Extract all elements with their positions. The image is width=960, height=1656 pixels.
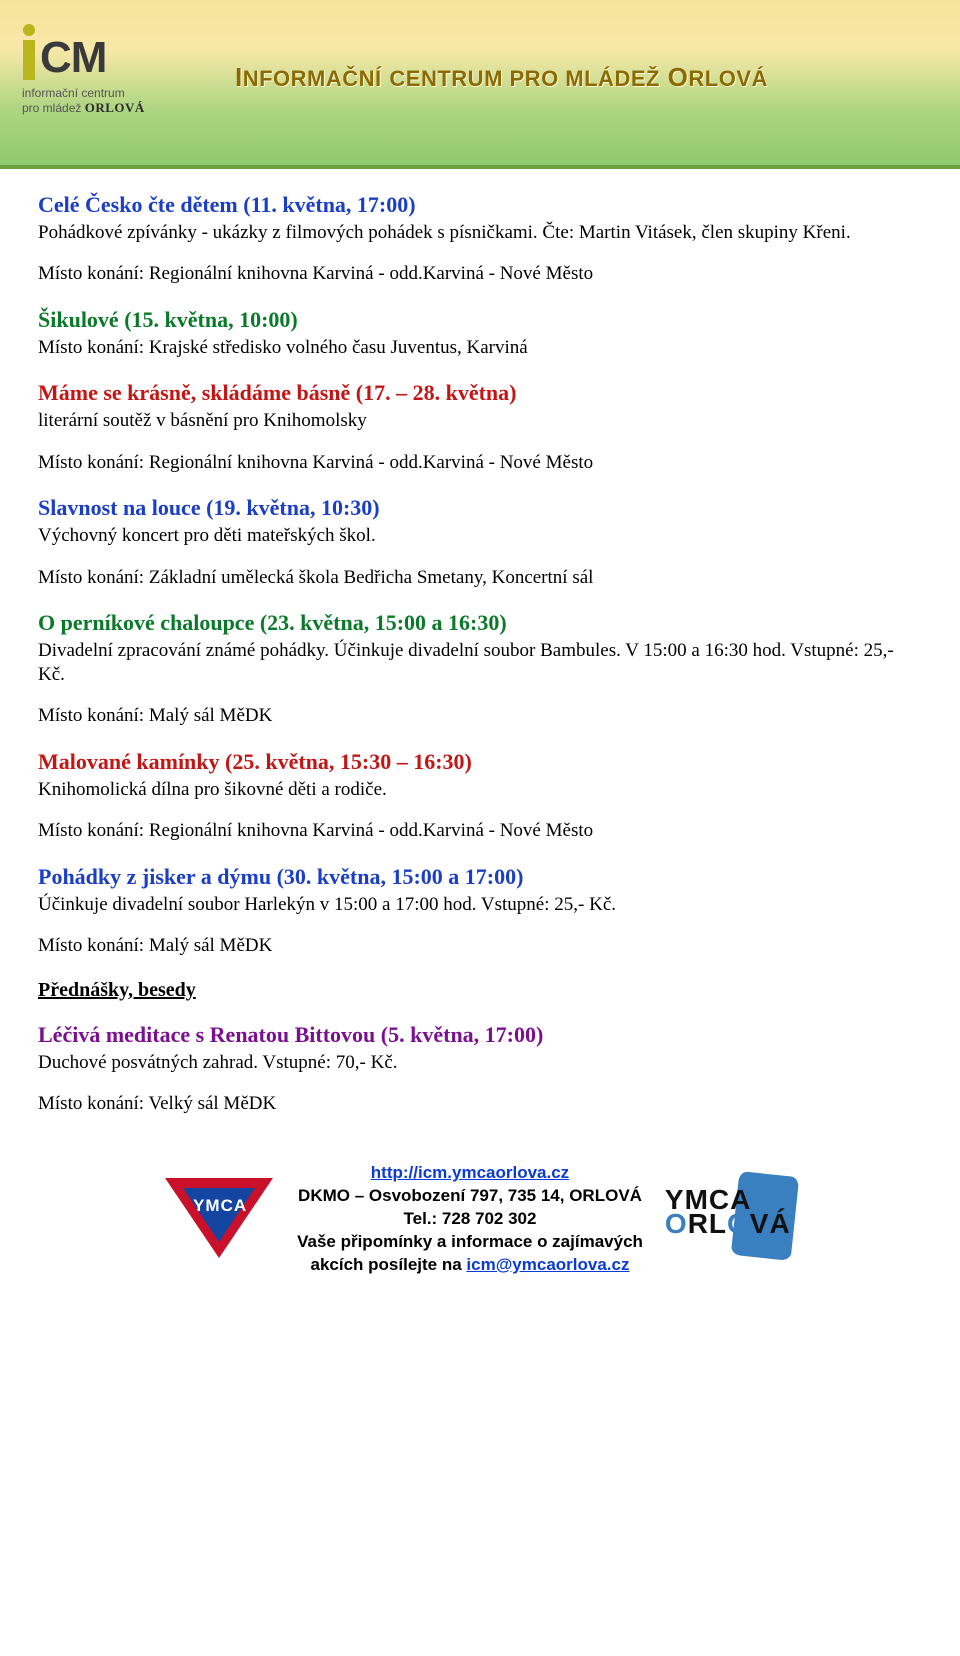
- event-title: Šikulové (15. května, 10:00): [38, 306, 922, 334]
- section-heading-lectures: Přednášky, besedy: [38, 978, 922, 1003]
- event: Máme se krásně, skládáme básně (17. – 28…: [38, 379, 922, 474]
- event-desc: Výchovný koncert pro děti mateřských ško…: [38, 524, 922, 548]
- footer-phone: Tel.: 728 702 302: [404, 1209, 537, 1228]
- document-content: Celé Česko čte dětem (11. května, 17:00)…: [0, 169, 960, 1154]
- logo-sub-line1: informační centrum: [22, 86, 125, 100]
- event-desc: Divadelní zpracování známé pohádky. Účin…: [38, 639, 922, 687]
- event-venue: Místo konání: Krajské středisko volného …: [38, 336, 922, 360]
- event: Malované kamínky (25. května, 15:30 – 16…: [38, 748, 922, 843]
- icm-logo-block: CM informační centrum pro mládež ORLOVÁ: [22, 24, 145, 116]
- event: Celé Česko čte dětem (11. května, 17:00)…: [38, 191, 922, 286]
- lecture-venue: Místo konání: Velký sál MěDK: [38, 1092, 922, 1116]
- ymca-triangle-logo: YMCA: [165, 1178, 275, 1260]
- icm-logo-cm: CM: [40, 36, 106, 80]
- event-title: Pohádky z jisker a dýmu (30. května, 15:…: [38, 863, 922, 891]
- event-venue: Místo konání: Malý sál MěDK: [38, 934, 922, 958]
- event-title: O perníkové chaloupce (23. května, 15:00…: [38, 609, 922, 637]
- lecture-desc: Duchové posvátných zahrad. Vstupné: 70,-…: [38, 1051, 922, 1075]
- event-venue: Místo konání: Malý sál MěDK: [38, 704, 922, 728]
- ymca-right-line2: ORLOVÁ: [665, 1212, 791, 1236]
- footer: YMCA http://icm.ymcaorlova.cz DKMO – Osv…: [0, 1154, 960, 1295]
- event-title: Máme se krásně, skládáme básně (17. – 28…: [38, 379, 922, 407]
- header-banner: CM informační centrum pro mládež ORLOVÁ …: [0, 0, 960, 165]
- logo-sub-orlova: ORLOVÁ: [85, 100, 145, 115]
- event-venue: Místo konání: Regionální knihovna Karvin…: [38, 451, 922, 475]
- event-desc: Účinkuje divadelní soubor Harlekýn v 15:…: [38, 893, 922, 917]
- events-list: Celé Česko čte dětem (11. května, 17:00)…: [38, 191, 922, 958]
- event-title: Malované kamínky (25. května, 15:30 – 16…: [38, 748, 922, 776]
- event-title: Slavnost na louce (19. května, 10:30): [38, 494, 922, 522]
- event: Pohádky z jisker a dýmu (30. května, 15:…: [38, 863, 922, 958]
- icm-logo-subtitle: informační centrum pro mládež ORLOVÁ: [22, 86, 145, 116]
- event-desc: Pohádkové zpívánky - ukázky z filmových …: [38, 221, 922, 245]
- footer-line5-pre: akcích posílejte na: [311, 1255, 467, 1274]
- event: O perníkové chaloupce (23. května, 15:00…: [38, 609, 922, 728]
- event-title: Celé Česko čte dětem (11. května, 17:00): [38, 191, 922, 219]
- footer-line4: Vaše připomínky a informace o zajímavých: [297, 1232, 643, 1251]
- ymca-triangle-text: YMCA: [165, 1196, 275, 1216]
- footer-email-link[interactable]: icm@ymcaorlova.cz: [466, 1255, 629, 1274]
- event-desc: Knihomolická dílna pro šikovné děti a ro…: [38, 778, 922, 802]
- event-desc: literární soutěž v básnění pro Knihomols…: [38, 409, 922, 433]
- footer-address: DKMO – Osvobození 797, 735 14, ORLOVÁ: [298, 1186, 642, 1205]
- lecture-event: Léčivá meditace s Renatou Bittovou (5. k…: [38, 1021, 922, 1116]
- footer-url-link[interactable]: http://icm.ymcaorlova.cz: [371, 1163, 569, 1182]
- event: Šikulové (15. května, 10:00)Místo konání…: [38, 306, 922, 359]
- event-venue: Místo konání: Základní umělecká škola Be…: [38, 566, 922, 590]
- icm-logo-i: [22, 24, 36, 80]
- event-venue: Místo konání: Regionální knihovna Karvin…: [38, 819, 922, 843]
- icm-logo: CM: [22, 24, 106, 80]
- event: Slavnost na louce (19. května, 10:30)Výc…: [38, 494, 922, 589]
- ymca-orlova-logo: YMCA ORLOVÁ: [665, 1174, 795, 1264]
- lecture-title: Léčivá meditace s Renatou Bittovou (5. k…: [38, 1021, 922, 1049]
- footer-text: http://icm.ymcaorlova.cz DKMO – Osvoboze…: [297, 1162, 643, 1277]
- banner-title: INFORMAČNÍ CENTRUM PRO MLÁDEŽ ORLOVÁ: [235, 62, 768, 93]
- logo-sub-line2: pro mládež: [22, 101, 81, 115]
- event-venue: Místo konání: Regionální knihovna Karvin…: [38, 262, 922, 286]
